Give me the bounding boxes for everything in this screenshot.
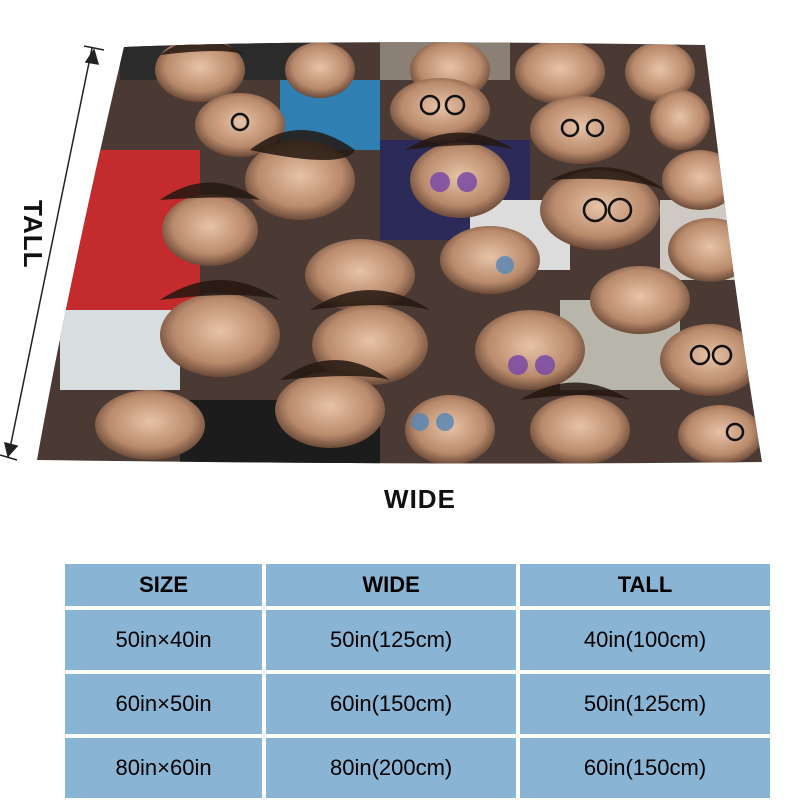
table-row: 60in×50in 60in(150cm) 50in(125cm) <box>65 674 770 734</box>
cell-size: 60in×50in <box>65 674 263 734</box>
wide-dimension-label: WIDE <box>384 484 456 514</box>
blanket-diagram <box>0 42 762 464</box>
dimension-arrows <box>0 45 105 461</box>
table-row: 50in×40in 50in(125cm) 40in(100cm) <box>65 610 770 670</box>
table-row: 80in×60in 80in(200cm) 60in(150cm) <box>65 738 770 798</box>
cell-tall: 50in(125cm) <box>520 674 770 734</box>
cell-wide: 60in(150cm) <box>266 674 517 734</box>
photo-collage <box>37 42 762 464</box>
cell-wide: 50in(125cm) <box>266 610 517 670</box>
table-header-row: SIZE WIDE TALL <box>65 564 770 606</box>
cell-size: 50in×40in <box>65 610 263 670</box>
tall-dimension-label: TALL <box>18 200 48 269</box>
header-size: SIZE <box>65 564 263 606</box>
cell-size: 80in×60in <box>65 738 263 798</box>
size-table: SIZE WIDE TALL 50in×40in 50in(125cm) 40i… <box>61 560 774 802</box>
cell-tall: 40in(100cm) <box>520 610 770 670</box>
cell-tall: 60in(150cm) <box>520 738 770 798</box>
cell-wide: 80in(200cm) <box>266 738 517 798</box>
header-tall: TALL <box>520 564 770 606</box>
header-wide: WIDE <box>266 564 517 606</box>
